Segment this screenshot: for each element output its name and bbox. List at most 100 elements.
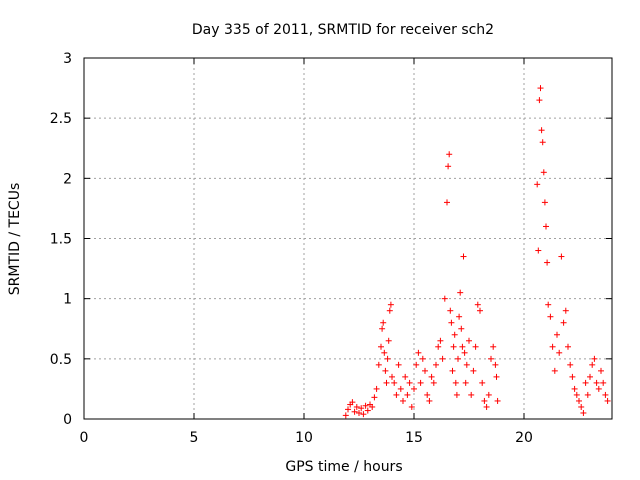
data-point — [453, 391, 460, 398]
data-point — [551, 367, 558, 374]
y-tick-label: 2.5 — [50, 111, 72, 127]
data-point — [578, 403, 585, 410]
data-point — [342, 412, 349, 419]
data-point — [408, 403, 415, 410]
data-point — [587, 373, 593, 380]
data-point — [371, 394, 378, 401]
data-point — [351, 408, 358, 415]
data-point — [450, 343, 457, 350]
data-point — [488, 355, 494, 362]
data-point — [485, 391, 492, 398]
data-point — [433, 361, 439, 368]
data-point — [455, 355, 461, 362]
data-point — [378, 343, 384, 350]
data-point — [393, 391, 400, 398]
data-point — [358, 405, 365, 412]
data-point — [571, 385, 578, 392]
data-point — [474, 301, 481, 308]
y-tick-label: 0.5 — [50, 352, 72, 368]
data-point — [349, 399, 356, 406]
data-point — [439, 355, 446, 362]
data-point — [356, 409, 362, 416]
data-point — [373, 385, 380, 392]
data-point — [458, 325, 465, 332]
data-point — [541, 199, 548, 206]
data-point — [441, 295, 448, 302]
data-point — [402, 373, 409, 380]
data-point — [345, 406, 351, 413]
data-point — [387, 301, 394, 308]
data-point — [447, 307, 454, 314]
data-point — [595, 385, 602, 392]
data-point — [362, 402, 369, 409]
data-point — [444, 199, 450, 206]
data-point — [456, 313, 463, 320]
data-point — [426, 397, 433, 404]
data-point — [449, 367, 456, 374]
data-point — [413, 361, 420, 368]
data-point — [562, 307, 569, 314]
data-point — [576, 397, 582, 404]
data-point — [470, 367, 477, 374]
data-point — [560, 319, 567, 326]
data-point — [598, 367, 604, 374]
data-point — [534, 181, 541, 188]
data-point — [543, 223, 549, 230]
data-point — [604, 397, 611, 404]
data-points — [342, 85, 611, 419]
plot-frame — [83, 57, 613, 420]
data-point — [573, 391, 580, 398]
data-point — [446, 151, 453, 158]
data-point — [463, 361, 470, 368]
data-point — [536, 97, 543, 104]
data-point — [549, 343, 556, 350]
data-point — [437, 337, 444, 344]
x-axis-label: GPS time / hours — [285, 459, 402, 475]
data-point — [462, 379, 469, 386]
data-point — [494, 397, 501, 404]
data-point — [435, 343, 442, 350]
data-point — [375, 361, 382, 368]
data-point — [430, 379, 437, 386]
y-tick-label: 0 — [63, 412, 72, 428]
data-point — [461, 349, 468, 356]
data-point — [451, 331, 458, 338]
data-point — [411, 385, 417, 392]
data-point — [404, 391, 411, 398]
data-point — [360, 411, 367, 418]
data-point — [545, 301, 552, 308]
data-point — [419, 355, 426, 362]
data-point — [584, 391, 591, 398]
data-point — [353, 403, 360, 410]
data-point — [391, 379, 398, 386]
data-point — [395, 361, 402, 368]
data-point — [381, 349, 388, 356]
y-tick-label: 1.5 — [50, 232, 72, 248]
data-point — [492, 361, 499, 368]
data-point — [428, 373, 435, 380]
data-point — [600, 379, 607, 386]
y-tick-label: 2 — [63, 171, 72, 187]
data-point — [385, 337, 392, 344]
data-point — [582, 379, 589, 386]
data-point — [544, 259, 551, 266]
data-point — [547, 313, 554, 320]
data-point — [535, 247, 542, 254]
data-point — [460, 253, 467, 260]
data-point — [364, 407, 371, 414]
data-point — [567, 361, 574, 368]
data-point — [415, 349, 422, 356]
data-point — [369, 403, 376, 410]
data-point — [537, 85, 544, 92]
x-tick-label: 20 — [515, 430, 533, 446]
data-point — [554, 331, 560, 338]
data-point — [386, 307, 393, 314]
y-tick-label: 1 — [63, 292, 72, 308]
data-point — [483, 403, 490, 410]
data-point — [602, 391, 609, 398]
plot-border — [83, 57, 613, 420]
data-point — [540, 169, 547, 176]
data-point — [580, 409, 587, 416]
data-point — [472, 343, 479, 350]
